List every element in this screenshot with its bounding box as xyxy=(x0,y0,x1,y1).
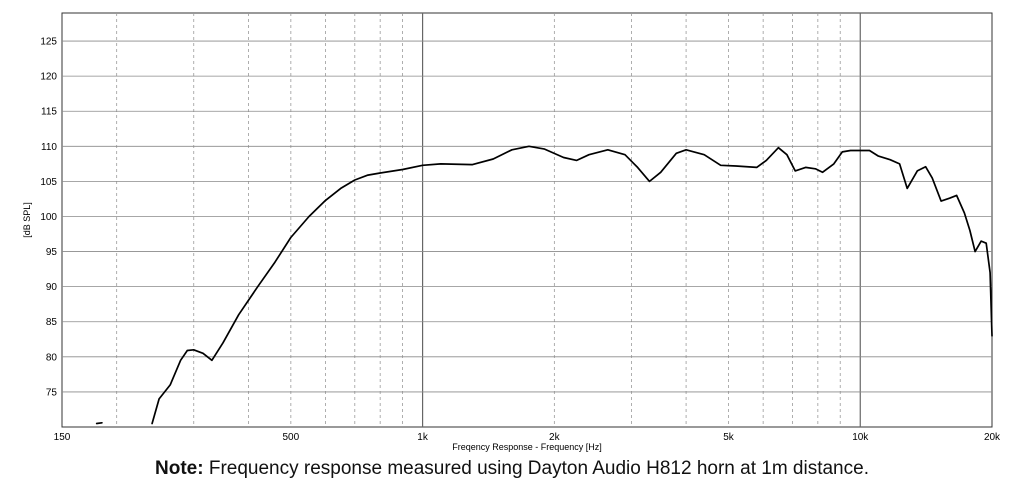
y-tick-label: 125 xyxy=(40,37,57,48)
series-line xyxy=(95,145,993,425)
x-gridlines xyxy=(116,13,861,427)
frequency-response-chart: 150 500 1k 2k 5k 10k 20k 75 80 85 90 95 100 105 110 11… xyxy=(22,12,1001,452)
y-tick-label: 105 xyxy=(40,177,57,188)
caption-note: Note: Frequency response measured using … xyxy=(0,458,1024,480)
y-axis-label: [dB SPL] xyxy=(22,202,32,238)
x-tick-label: 1k xyxy=(417,432,429,443)
x-tick-label: 20k xyxy=(984,432,1001,443)
y-tick-label: 115 xyxy=(41,107,57,118)
series-layer xyxy=(95,145,993,425)
y-tick-label: 80 xyxy=(46,352,58,363)
plot-area xyxy=(61,12,993,428)
y-tick-label: 110 xyxy=(41,142,57,153)
y-tick-label: 75 xyxy=(46,387,58,398)
note-text: Frequency response measured using Dayton… xyxy=(203,458,869,479)
y-tick-labels: 75 80 85 90 95 100 105 110 115 120 125 xyxy=(40,37,57,399)
x-tick-label: 10k xyxy=(852,432,869,443)
y-tick-label: 100 xyxy=(40,212,57,223)
x-tick-label: 2k xyxy=(549,432,561,443)
x-tick-label: 500 xyxy=(282,432,299,443)
y-tick-label: 90 xyxy=(46,282,58,293)
y-gridlines xyxy=(62,40,992,393)
x-tick-label: 5k xyxy=(723,432,735,443)
y-tick-label: 120 xyxy=(40,72,57,83)
x-axis-label: Freqency Response - Frequency [Hz] xyxy=(452,442,602,452)
x-tick-labels: 150 500 1k 2k 5k 10k 20k xyxy=(54,432,1001,443)
note-prefix: Note: xyxy=(155,458,204,479)
x-tick-label: 150 xyxy=(54,432,71,443)
y-tick-label: 85 xyxy=(46,317,58,328)
y-tick-label: 95 xyxy=(46,247,58,258)
